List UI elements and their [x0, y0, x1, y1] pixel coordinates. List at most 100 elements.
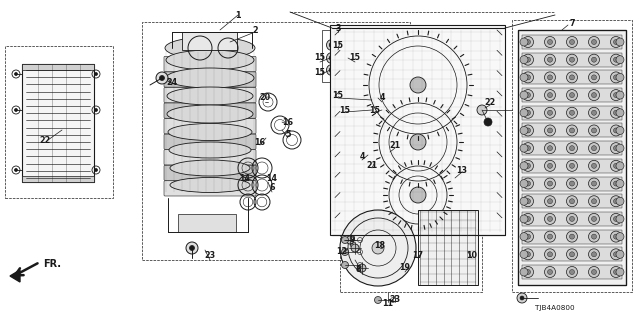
Circle shape [520, 38, 528, 46]
Circle shape [591, 234, 596, 239]
Circle shape [566, 36, 577, 47]
Circle shape [547, 92, 552, 98]
Text: 4: 4 [359, 151, 365, 161]
Bar [22, 64, 94, 182]
Circle shape [520, 162, 528, 170]
Circle shape [341, 55, 347, 61]
Circle shape [545, 90, 556, 100]
Ellipse shape [167, 105, 253, 123]
Circle shape [611, 231, 621, 242]
Circle shape [522, 267, 534, 277]
Circle shape [570, 39, 575, 44]
Circle shape [369, 109, 375, 115]
Circle shape [525, 199, 531, 204]
Text: 11: 11 [383, 300, 394, 308]
Circle shape [614, 110, 618, 115]
Circle shape [614, 75, 618, 80]
Circle shape [589, 143, 600, 154]
Circle shape [545, 107, 556, 118]
Bar [178, 214, 236, 232]
Circle shape [522, 72, 534, 83]
Circle shape [589, 267, 600, 277]
Bar [522, 53, 622, 67]
Circle shape [589, 213, 600, 224]
FancyBboxPatch shape [164, 134, 256, 149]
Circle shape [525, 57, 531, 62]
Text: 13: 13 [456, 165, 467, 174]
Text: 16: 16 [255, 138, 266, 147]
Circle shape [547, 39, 552, 44]
Circle shape [520, 268, 528, 276]
Text: FR.: FR. [43, 259, 61, 269]
Circle shape [545, 36, 556, 47]
Circle shape [614, 146, 618, 151]
Circle shape [547, 110, 552, 115]
Circle shape [589, 231, 600, 242]
Circle shape [545, 249, 556, 260]
Bar [522, 141, 622, 155]
Circle shape [570, 199, 575, 204]
Ellipse shape [167, 87, 253, 105]
Circle shape [477, 105, 487, 115]
Ellipse shape [166, 50, 254, 70]
Ellipse shape [166, 68, 254, 88]
Ellipse shape [170, 160, 250, 176]
Circle shape [545, 160, 556, 171]
Circle shape [566, 196, 577, 207]
Circle shape [547, 146, 552, 151]
Circle shape [566, 267, 577, 277]
Circle shape [566, 178, 577, 189]
Circle shape [591, 252, 596, 257]
Circle shape [591, 92, 596, 98]
Circle shape [611, 267, 621, 277]
Circle shape [339, 65, 349, 76]
Bar [22, 64, 94, 70]
FancyBboxPatch shape [164, 87, 256, 103]
Circle shape [522, 143, 534, 154]
Text: 19: 19 [399, 263, 410, 273]
Circle shape [15, 73, 17, 76]
Circle shape [159, 76, 164, 81]
Circle shape [616, 38, 624, 46]
Circle shape [520, 109, 528, 117]
Circle shape [342, 249, 349, 255]
Circle shape [614, 234, 618, 239]
Circle shape [545, 143, 556, 154]
Circle shape [362, 151, 374, 164]
Circle shape [614, 216, 618, 221]
Circle shape [611, 213, 621, 224]
Circle shape [547, 57, 552, 62]
Circle shape [616, 91, 624, 99]
Bar [522, 124, 622, 138]
Text: TJB4A0800: TJB4A0800 [535, 305, 575, 311]
Circle shape [591, 57, 596, 62]
Circle shape [570, 110, 575, 115]
Text: 20: 20 [259, 93, 271, 102]
FancyBboxPatch shape [164, 181, 256, 196]
Circle shape [525, 163, 531, 168]
Bar [522, 212, 622, 226]
Bar [522, 70, 622, 84]
Circle shape [545, 213, 556, 224]
Circle shape [545, 125, 556, 136]
Circle shape [589, 72, 600, 83]
Circle shape [410, 187, 426, 203]
Circle shape [525, 146, 531, 151]
Text: 1: 1 [236, 11, 241, 20]
Circle shape [525, 75, 531, 80]
Circle shape [522, 54, 534, 65]
Circle shape [611, 160, 621, 171]
Circle shape [522, 125, 534, 136]
Circle shape [566, 72, 577, 83]
Circle shape [341, 42, 347, 48]
Circle shape [616, 250, 624, 258]
Circle shape [547, 216, 552, 221]
Text: 4: 4 [380, 93, 385, 102]
Polygon shape [10, 270, 20, 282]
Circle shape [589, 178, 600, 189]
Text: 9: 9 [349, 236, 355, 244]
Text: 15: 15 [333, 42, 344, 51]
Bar [522, 265, 622, 279]
Circle shape [566, 231, 577, 242]
Circle shape [547, 252, 552, 257]
